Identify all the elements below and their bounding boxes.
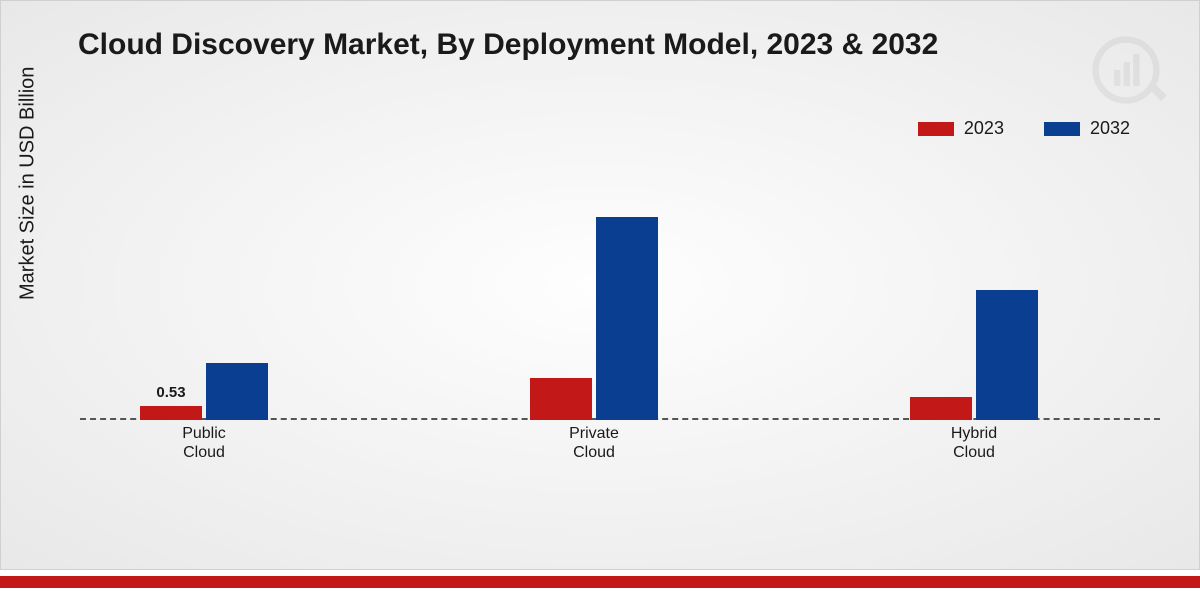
legend-item-2032: 2032 — [1044, 118, 1130, 139]
legend: 2023 2032 — [918, 118, 1130, 139]
legend-swatch-2032 — [1044, 122, 1080, 136]
bar — [910, 397, 972, 420]
bar — [530, 378, 592, 420]
x-axis-labels: PublicCloud PrivateCloud HybridCloud — [80, 424, 1160, 474]
x-axis-label: PublicCloud — [140, 424, 268, 462]
bar — [976, 290, 1038, 420]
bar-value-label: 0.53 — [156, 384, 185, 401]
bar-group — [910, 290, 1070, 420]
plot-area: 0.53 — [80, 160, 1160, 420]
watermark-logo — [1090, 30, 1170, 110]
bar — [206, 363, 268, 420]
bar-group: 0.53 — [140, 363, 300, 420]
bottom-accent-bar — [0, 576, 1200, 588]
chart-title: Cloud Discovery Market, By Deployment Mo… — [78, 28, 938, 62]
bar-group — [530, 217, 690, 420]
legend-item-2023: 2023 — [918, 118, 1004, 139]
bar: 0.53 — [140, 406, 202, 420]
legend-swatch-2023 — [918, 122, 954, 136]
x-axis-label: PrivateCloud — [530, 424, 658, 462]
x-axis-label: HybridCloud — [910, 424, 1038, 462]
bar — [596, 217, 658, 420]
legend-label-2032: 2032 — [1090, 118, 1130, 139]
y-axis-label: Market Size in USD Billion — [17, 67, 40, 300]
legend-label-2023: 2023 — [964, 118, 1004, 139]
